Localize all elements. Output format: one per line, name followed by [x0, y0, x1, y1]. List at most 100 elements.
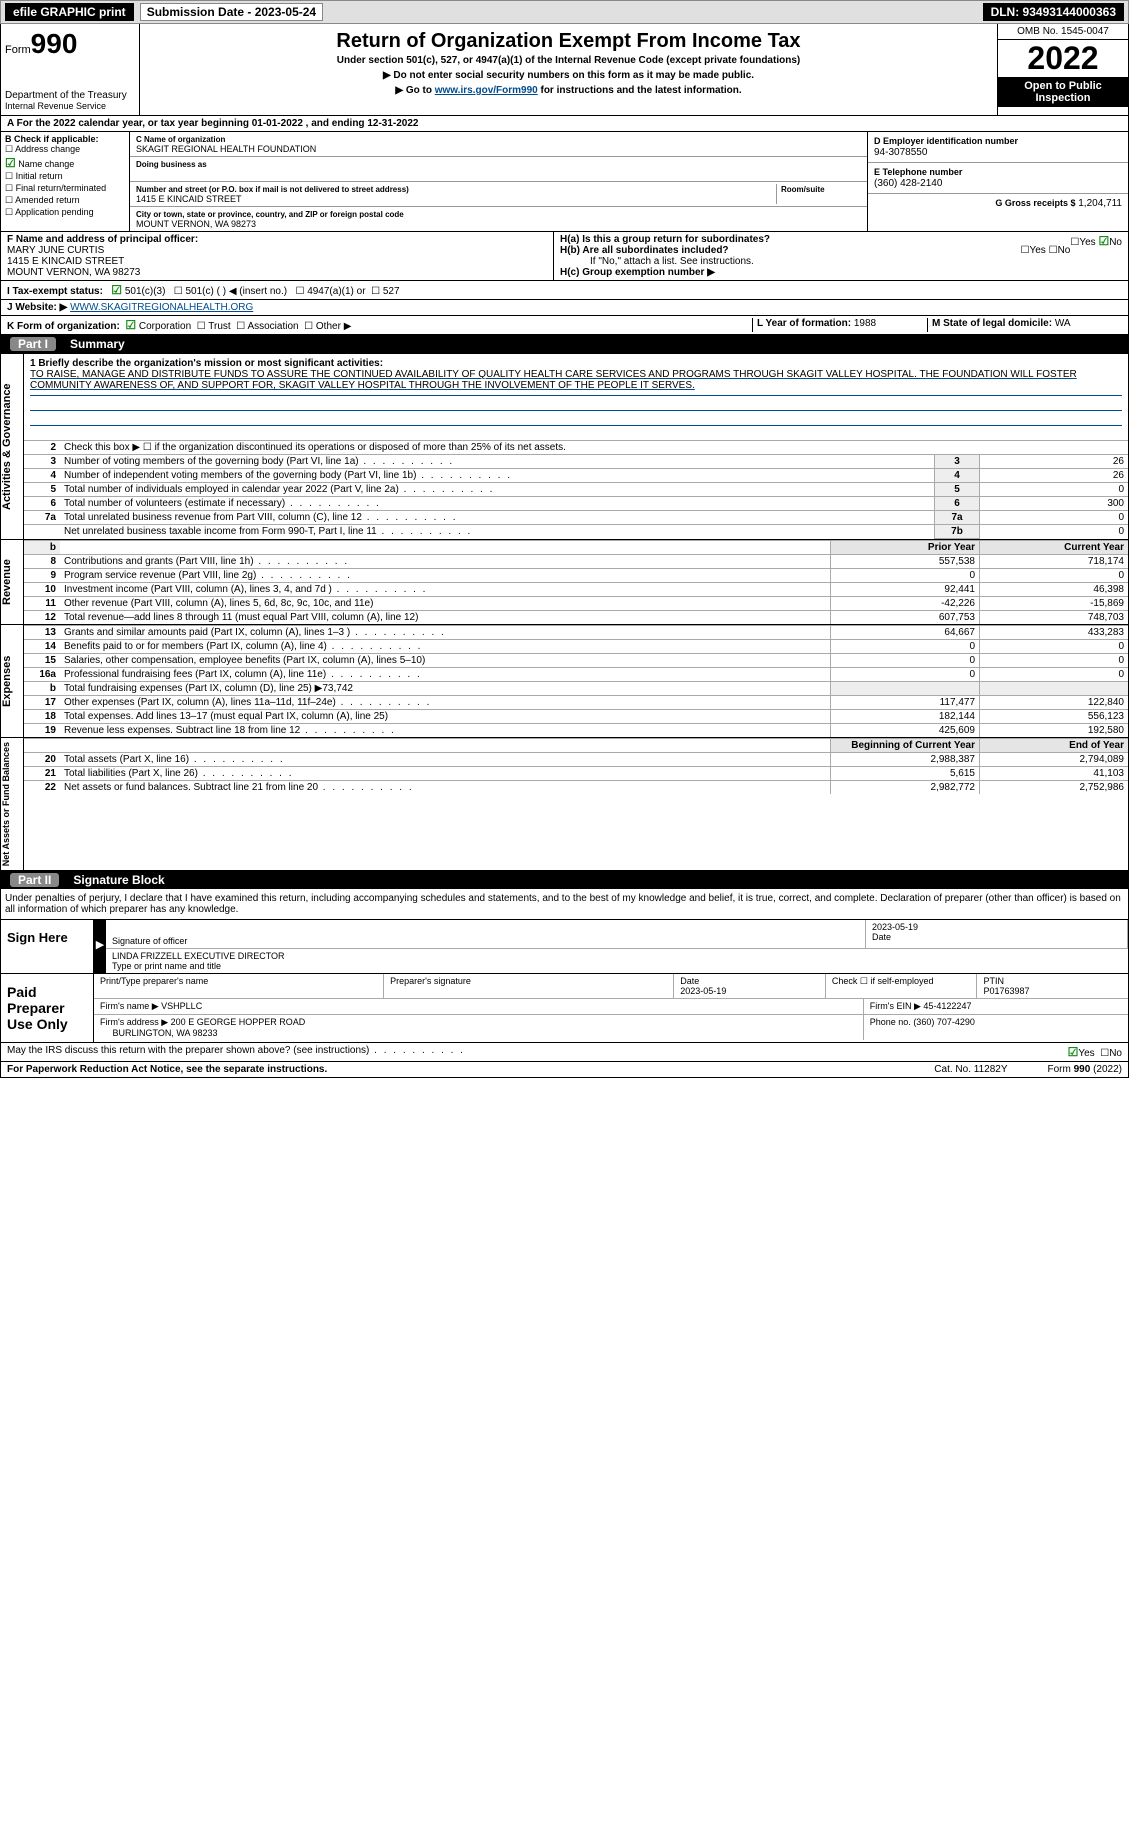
city-label: City or town, state or province, country… [136, 210, 404, 219]
row-text: Total revenue—add lines 8 through 11 (mu… [64, 612, 418, 623]
row-j-website: J Website: ▶ WWW.SKAGITREGIONALHEALTH.OR… [0, 300, 1129, 316]
cb-final-label: Final return/terminated [16, 183, 107, 193]
submission-date: Submission Date - 2023-05-24 [140, 3, 323, 21]
mission-text: TO RAISE, MANAGE AND DISTRIBUTE FUNDS TO… [30, 369, 1077, 391]
firm-name: VSHPLLC [161, 1001, 202, 1011]
check-b-header: B Check if applicable: [5, 134, 125, 144]
irs-label: Internal Revenue Service [5, 101, 135, 111]
firm-name-label: Firm's name ▶ [100, 1001, 159, 1011]
hb-label: H(b) Are all subordinates included? [560, 245, 729, 256]
cb-initial[interactable]: ☐ Initial return [5, 171, 125, 182]
table-row: 22Net assets or fund balances. Subtract … [24, 781, 1128, 795]
row-text: Program service revenue (Part VIII, line… [64, 570, 256, 581]
k-other: Other ▶ [316, 321, 351, 332]
paid-preparer-label: Paid Preparer Use Only [1, 974, 94, 1042]
part1-label: Part I [10, 337, 56, 351]
officer-city: MOUNT VERNON, WA 98273 [7, 267, 140, 278]
discuss-no: No [1109, 1048, 1122, 1059]
side-label-governance: Activities & Governance [1, 354, 24, 539]
website-url[interactable]: WWW.SKAGITREGIONALHEALTH.ORG [70, 302, 253, 313]
k-assoc: Association [247, 321, 298, 332]
firm-phone: (360) 707-4290 [913, 1017, 975, 1027]
cb-name-change[interactable]: ☑ Name change [5, 156, 125, 170]
row-text: Investment income (Part VIII, column (A)… [64, 584, 332, 595]
expenses-section: Expenses 13Grants and similar amounts pa… [0, 625, 1129, 738]
dln: DLN: 93493144000363 [983, 3, 1124, 21]
note2-pre: ▶ Go to [395, 85, 434, 96]
l-val: 1988 [854, 318, 876, 329]
firm-ein: 45-4122247 [923, 1001, 971, 1011]
ein-value: 94-3078550 [874, 147, 927, 158]
cb-amended[interactable]: ☐ Amended return [5, 195, 125, 206]
irs-link[interactable]: www.irs.gov/Form990 [435, 85, 538, 96]
form-label-text: Form [5, 44, 31, 56]
row-i-status: I Tax-exempt status: ☑ 501(c)(3) ☐ 501(c… [0, 281, 1129, 300]
table-row: 19Revenue less expenses. Subtract line 1… [24, 724, 1128, 738]
dept-treasury: Department of the Treasury [5, 90, 135, 101]
cb-name-label: Name change [18, 159, 74, 169]
cb-address[interactable]: ☐ Address change [5, 144, 125, 155]
table-row: 8Contributions and grants (Part VIII, li… [24, 555, 1128, 569]
ha-yes: Yes [1079, 237, 1095, 248]
row-text: Total liabilities (Part X, line 26) [64, 768, 198, 779]
status-4947: 4947(a)(1) or [307, 286, 365, 297]
part1-title: Summary [70, 337, 125, 351]
org-city: MOUNT VERNON, WA 98273 [136, 219, 256, 229]
e-label: E Telephone number [874, 167, 962, 177]
m-val: WA [1055, 318, 1071, 329]
m-label: M State of legal domicile: [932, 318, 1052, 329]
row-text: Net assets or fund balances. Subtract li… [64, 782, 318, 793]
dba-label: Doing business as [136, 160, 207, 169]
section-bcdeg: B Check if applicable: ☐ Address change … [0, 132, 1129, 232]
addr-label: Number and street (or P.O. box if mail i… [136, 185, 409, 194]
firm-phone-label: Phone no. [870, 1017, 911, 1027]
cb-pending[interactable]: ☐ Application pending [5, 207, 125, 218]
date-label: Date [872, 932, 891, 942]
hb-no: No [1058, 245, 1071, 256]
open-public-badge: Open to Public Inspection [998, 77, 1128, 107]
table-row: 17Other expenses (Part IX, column (A), l… [24, 696, 1128, 710]
sig-date-value: 2023-05-19 [872, 922, 918, 932]
footer-year: 2022 [1096, 1064, 1118, 1075]
expenses-table: 13Grants and similar amounts paid (Part … [24, 625, 1128, 737]
check-icon: ☑ [1098, 234, 1109, 248]
status-527: 527 [383, 286, 400, 297]
form-number: Form990 [5, 28, 135, 60]
g-label: G Gross receipts $ [995, 198, 1075, 208]
prep-date-value: 2023-05-19 [680, 986, 726, 996]
ptin-value: P01763987 [983, 986, 1029, 996]
gross-value: 1,204,711 [1078, 198, 1122, 209]
table-row: 9Program service revenue (Part VIII, lin… [24, 569, 1128, 583]
ha-no: No [1109, 237, 1122, 248]
prep-date-label: Date [680, 976, 699, 986]
line1-label: 1 Briefly describe the organization's mi… [30, 358, 383, 369]
table-row: 10Investment income (Part VIII, column (… [24, 583, 1128, 597]
row-text: Professional fundraising fees (Part IX, … [64, 669, 326, 680]
firm-addr: 200 E GEORGE HOPPER ROAD [171, 1017, 306, 1027]
line2-text: Check this box ▶ ☐ if the organization d… [60, 441, 1128, 455]
hb-yes: Yes [1029, 245, 1045, 256]
form-title: Return of Organization Exempt From Incom… [144, 30, 993, 53]
row-text: Net unrelated business taxable income fr… [64, 526, 377, 537]
cb-final[interactable]: ☐ Final return/terminated [5, 183, 125, 194]
phone-value: (360) 428-2140 [874, 178, 942, 189]
cb-amended-label: Amended return [15, 195, 80, 205]
table-row: 15Salaries, other compensation, employee… [24, 654, 1128, 668]
arrow-icon: ▶ [94, 920, 106, 973]
sig-officer-label: Signature of officer [112, 936, 187, 946]
row-text: Revenue less expenses. Subtract line 18 … [64, 725, 300, 736]
cb-address-label: Address change [15, 144, 80, 154]
note2-post: for instructions and the latest informat… [538, 85, 742, 96]
table-row: 4Number of independent voting members of… [24, 469, 1128, 483]
prep-sig-label: Preparer's signature [390, 976, 471, 986]
row-text: Total expenses. Add lines 13–17 (must eq… [64, 711, 388, 722]
d-label: D Employer identification number [874, 136, 1018, 146]
tax-year: 2022 [998, 40, 1128, 77]
table-row: 14Benefits paid to or for members (Part … [24, 640, 1128, 654]
row-text: Total number of volunteers (estimate if … [64, 498, 285, 509]
check-icon: ☑ [5, 156, 16, 170]
table-row: Net unrelated business taxable income fr… [24, 525, 1128, 539]
ha-label: H(a) Is this a group return for subordin… [560, 234, 770, 245]
k-trust: Trust [208, 321, 230, 332]
table-row: 7aTotal unrelated business revenue from … [24, 511, 1128, 525]
